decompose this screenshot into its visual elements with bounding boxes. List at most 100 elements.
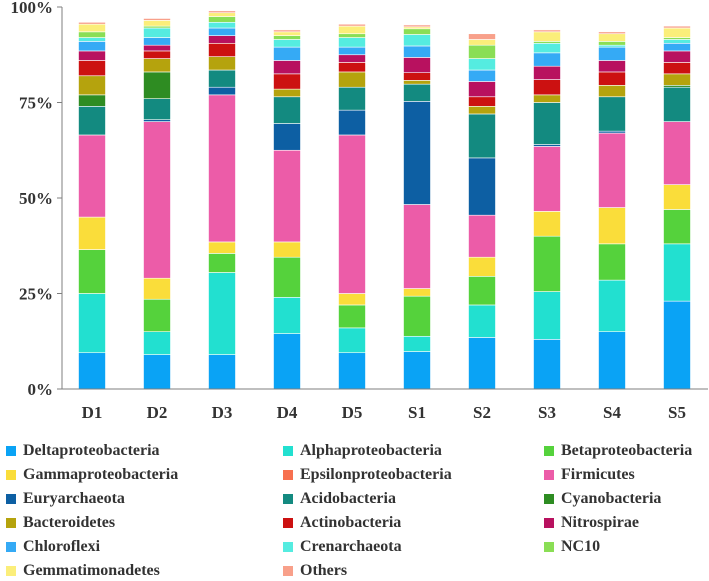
bar-segment (208, 35, 236, 44)
legend-label: Firmicutes (561, 466, 635, 483)
bar-segment (403, 101, 431, 205)
bar-segment (143, 20, 171, 27)
bar-segment (663, 42, 691, 52)
y-tick-label: 100% (11, 0, 54, 17)
bar-segment (468, 81, 496, 98)
bar-segment (403, 45, 431, 58)
bar-segment (533, 146, 561, 212)
legend-label: Deltaproteobacteria (23, 442, 160, 459)
bar-segment (533, 291, 561, 340)
legend-item: Firmicutes (544, 466, 635, 484)
bar-segment (468, 113, 496, 159)
bar-segment (468, 58, 496, 71)
bar-segment (273, 39, 301, 48)
bar-segment (468, 44, 496, 59)
bar-segment (78, 21, 106, 25)
bar-segment (468, 337, 496, 390)
bar-segment (273, 241, 301, 258)
bar-segment (663, 243, 691, 302)
legend-swatch (283, 494, 293, 504)
bar-segment (663, 209, 691, 245)
bar-segment (273, 35, 301, 40)
legend-swatch (6, 446, 16, 456)
bar-segment (403, 28, 431, 35)
x-tick-label: S2 (473, 403, 491, 422)
bar-segment (468, 39, 496, 46)
legend-label: Others (300, 562, 348, 579)
bar-segment (598, 331, 626, 390)
legend-swatch (544, 518, 554, 528)
legend-item: Alphaproteobacteria (283, 442, 442, 460)
bar-segment (338, 304, 366, 329)
bar-segment (338, 23, 366, 27)
bar-segment (663, 73, 691, 86)
bar-segment (338, 327, 366, 354)
bar-segment (208, 12, 236, 17)
legend-swatch (283, 542, 293, 552)
bar-segment (338, 71, 366, 88)
bar-segment (273, 31, 301, 36)
bar-segment (598, 243, 626, 281)
legend-swatch (544, 494, 554, 504)
bar-segment (78, 216, 106, 250)
x-tick-label: D2 (147, 403, 168, 422)
legend-swatch (6, 470, 16, 480)
bar-segment (403, 351, 431, 390)
bar-segment (143, 27, 171, 38)
x-tick-label: S4 (603, 403, 621, 422)
bar-segment (533, 235, 561, 292)
bar-segment (208, 10, 236, 14)
legend-swatch (6, 542, 16, 552)
bar-segment (273, 333, 301, 390)
x-tick-label: S5 (668, 403, 686, 422)
legend-swatch (283, 470, 293, 480)
bar-segment (468, 276, 496, 306)
legend-label: Chloroflexi (23, 538, 101, 555)
bar-segment (143, 58, 171, 73)
bar-segment (403, 288, 431, 297)
legend-swatch (283, 566, 293, 576)
legend-item: Nitrospirae (544, 514, 639, 532)
bar-segment (208, 56, 236, 71)
legend-swatch (544, 446, 554, 456)
legend-swatch (544, 470, 554, 480)
x-tick-label: S1 (408, 403, 426, 422)
bar-segment (468, 69, 496, 82)
bar-segment (208, 21, 236, 29)
legend-label: Euryarchaeota (23, 490, 125, 507)
legend-swatch (283, 518, 293, 528)
bar-segment (468, 256, 496, 277)
legend-item: Actinobacteria (283, 514, 401, 532)
bar-segment (273, 149, 301, 243)
bar-segment (403, 83, 431, 102)
bar-segment (338, 37, 366, 48)
bar-segment (78, 134, 106, 218)
legend-item: Crenarchaeota (283, 538, 402, 556)
bar-segment (338, 46, 366, 56)
bar-segment (403, 295, 431, 337)
bar-segment (533, 31, 561, 42)
bar-segment (273, 297, 301, 334)
legend-item: Deltaproteobacteria (6, 442, 160, 460)
legend-swatch (6, 518, 16, 528)
legend-label: Crenarchaeota (300, 538, 402, 555)
legend-label: Gammaproteobacteria (23, 466, 179, 483)
bar-segment (78, 41, 106, 52)
bar-segment (208, 86, 236, 96)
bar-segment (78, 94, 106, 107)
bar-segment (143, 71, 171, 99)
bar-segment (273, 73, 301, 90)
bar-segment (598, 96, 626, 132)
legend-label: NC10 (561, 538, 601, 555)
bar-segment (663, 50, 691, 63)
bar-segment (338, 109, 366, 136)
legend-item: Chloroflexi (6, 538, 100, 556)
legend-swatch (6, 566, 16, 576)
bar-segment (143, 354, 171, 390)
bar-segment (78, 352, 106, 390)
x-tick-label: D3 (212, 403, 233, 422)
bar-segment (598, 132, 626, 208)
legend-label: Actinobacteria (300, 514, 402, 531)
x-tick-label: D4 (277, 403, 298, 422)
bar-segment (78, 23, 106, 33)
